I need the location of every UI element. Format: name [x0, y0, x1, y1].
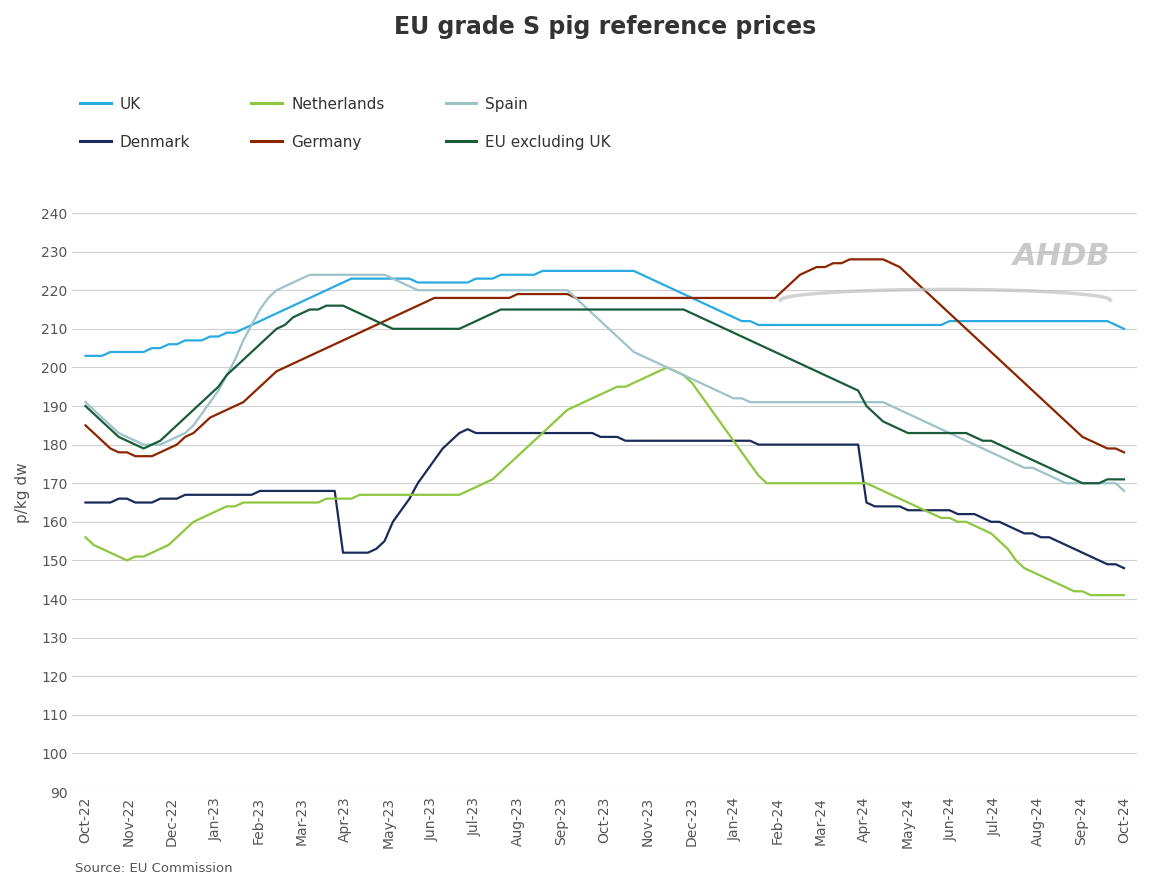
- Spain: [1117, 486, 1131, 496]
- Spain: [776, 396, 790, 407]
- Netherlands: [1084, 589, 1098, 600]
- Spain: [727, 393, 741, 404]
- Germany: [153, 447, 167, 458]
- EU excluding UK: [727, 327, 741, 338]
- Netherlands: [344, 493, 358, 504]
- Denmark: [461, 424, 475, 435]
- UK: [536, 266, 550, 276]
- EU excluding UK: [353, 308, 366, 319]
- Legend: UK, Denmark, Netherlands, Germany, Spain, EU excluding UK: UK, Denmark, Netherlands, Germany, Spain…: [81, 96, 611, 150]
- UK: [577, 266, 591, 276]
- Spain: [303, 269, 317, 280]
- Netherlands: [702, 401, 715, 412]
- UK: [727, 312, 741, 322]
- Spain: [702, 381, 715, 392]
- Spain: [78, 396, 92, 407]
- EU excluding UK: [78, 401, 92, 412]
- Title: EU grade S pig reference prices: EU grade S pig reference prices: [394, 15, 816, 39]
- Denmark: [727, 435, 741, 446]
- Y-axis label: p/kg dw: p/kg dw: [15, 463, 30, 523]
- Denmark: [78, 497, 92, 508]
- EU excluding UK: [145, 439, 159, 450]
- Germany: [577, 293, 591, 304]
- Denmark: [1117, 563, 1131, 573]
- Denmark: [344, 548, 358, 558]
- Text: Source: EU Commission: Source: EU Commission: [75, 862, 233, 874]
- Line: Denmark: Denmark: [85, 429, 1124, 568]
- UK: [776, 319, 790, 330]
- EU excluding UK: [1076, 478, 1090, 489]
- EU excluding UK: [319, 300, 333, 311]
- Germany: [702, 293, 715, 304]
- Germany: [843, 254, 857, 265]
- Line: UK: UK: [85, 271, 1124, 356]
- Netherlands: [145, 548, 159, 558]
- Line: Spain: Spain: [85, 274, 1124, 491]
- Line: Germany: Germany: [85, 259, 1124, 456]
- Netherlands: [569, 401, 583, 412]
- EU excluding UK: [577, 304, 591, 315]
- Netherlands: [78, 532, 92, 543]
- Line: Netherlands: Netherlands: [85, 367, 1124, 595]
- Line: EU excluding UK: EU excluding UK: [85, 305, 1124, 483]
- Denmark: [702, 435, 715, 446]
- UK: [145, 342, 159, 353]
- Spain: [145, 439, 159, 450]
- Netherlands: [776, 478, 790, 489]
- Denmark: [776, 439, 790, 450]
- Germany: [128, 450, 142, 461]
- UK: [1117, 324, 1131, 335]
- Spain: [353, 269, 366, 280]
- Denmark: [145, 497, 159, 508]
- Germany: [353, 327, 366, 338]
- Netherlands: [660, 362, 674, 373]
- Spain: [577, 300, 591, 311]
- Netherlands: [727, 435, 741, 446]
- EU excluding UK: [1117, 474, 1131, 485]
- Netherlands: [1117, 589, 1131, 600]
- UK: [702, 300, 715, 311]
- UK: [344, 273, 358, 284]
- UK: [78, 350, 92, 361]
- EU excluding UK: [702, 316, 715, 327]
- Germany: [776, 285, 790, 296]
- Germany: [1117, 447, 1131, 458]
- Denmark: [577, 427, 591, 438]
- Text: AHDB: AHDB: [1013, 242, 1111, 271]
- Germany: [727, 293, 741, 304]
- Germany: [78, 420, 92, 431]
- EU excluding UK: [776, 350, 790, 361]
